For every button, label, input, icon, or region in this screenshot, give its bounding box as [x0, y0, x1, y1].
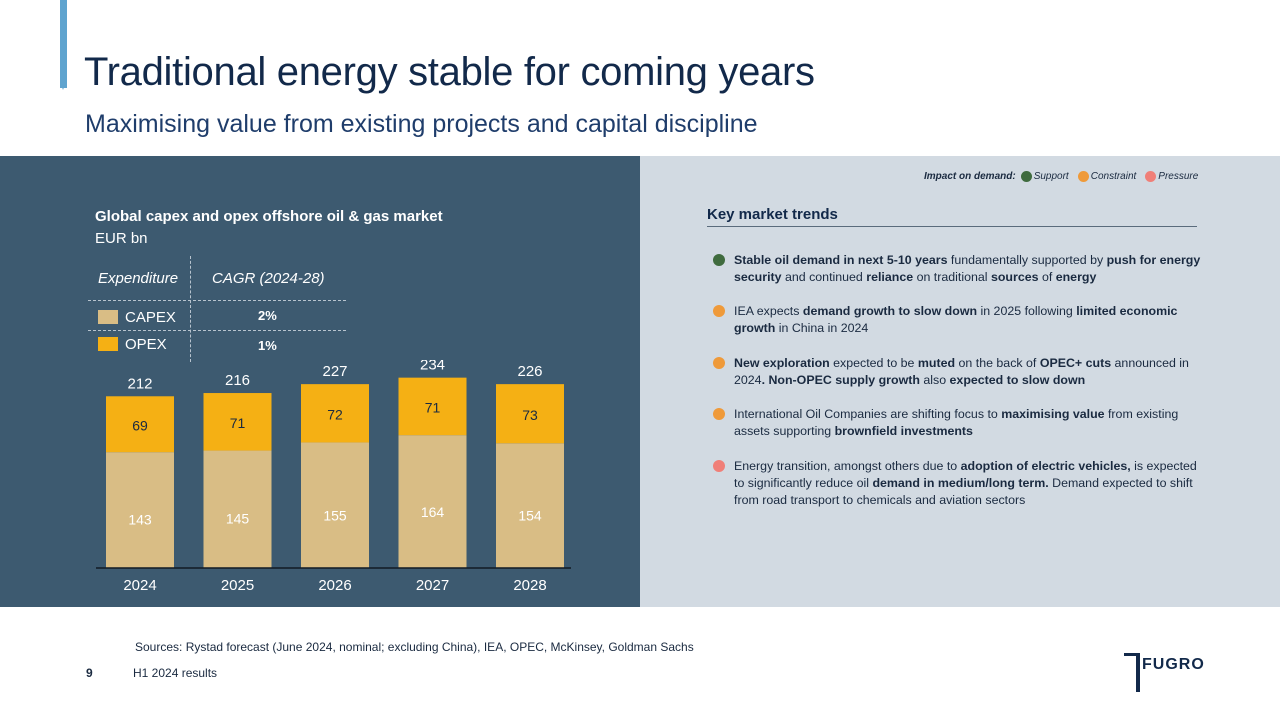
trend-text: IEA expects demand growth to slow down i… — [734, 304, 1178, 335]
data-label-capex: 143 — [128, 511, 152, 527]
bar-opex-2028 — [496, 384, 564, 444]
accent-bar — [60, 0, 67, 88]
impact-legend: Impact on demand: Support Constraint Pre… — [924, 171, 1206, 182]
page-title: Traditional energy stable for coming yea… — [84, 50, 815, 94]
constraint-dot-icon — [713, 357, 725, 369]
table-divider-vertical — [190, 256, 191, 362]
trend-item: International Oil Companies are shifting… — [713, 406, 1203, 440]
chart-title: Global capex and opex offshore oil & gas… — [95, 208, 443, 225]
footer-label: H1 2024 results — [133, 666, 218, 680]
table-header-expenditure: Expenditure — [98, 270, 179, 287]
trend-item: Stable oil demand in next 5-10 years fun… — [713, 252, 1203, 286]
total-label: 226 — [517, 363, 542, 380]
data-label-capex: 164 — [421, 504, 445, 520]
trends-title-underline — [707, 226, 1197, 227]
table-divider-header — [88, 300, 346, 301]
trend-text: New exploration expected to be muted on … — [734, 356, 1189, 387]
fugro-logo: FUGRO — [1124, 653, 1205, 692]
accent-bar-tip — [60, 82, 66, 90]
pressure-dot-icon — [713, 460, 725, 472]
legend-label-capex: CAPEX — [125, 309, 176, 326]
trend-item: Energy transition, amongst others due to… — [713, 458, 1203, 509]
constraint-dot-icon — [713, 408, 725, 420]
impact-legend-support: Support — [1033, 171, 1069, 182]
x-tick-label: 2027 — [416, 577, 449, 594]
table-header-cagr: CAGR (2024-28) — [212, 270, 325, 287]
data-label-opex: 73 — [522, 407, 538, 423]
trend-item: New exploration expected to be muted on … — [713, 355, 1203, 389]
trend-text: International Oil Companies are shifting… — [734, 407, 1179, 438]
legend-swatch-capex — [98, 310, 118, 324]
chart-unit: EUR bn — [95, 230, 148, 247]
total-label: 227 — [322, 363, 347, 380]
x-tick-label: 2026 — [318, 577, 351, 594]
cagr-opex: 1% — [258, 338, 277, 353]
trend-text: Stable oil demand in next 5-10 years fun… — [734, 253, 1201, 284]
x-tick-label: 2025 — [221, 577, 254, 594]
trends-panel — [640, 156, 1280, 607]
bar-opex-2025 — [203, 393, 272, 451]
legend-label-opex: OPEX — [125, 336, 167, 353]
data-label-capex: 155 — [323, 507, 347, 523]
bar-opex-2027 — [398, 377, 467, 436]
bar-capex-2028 — [496, 443, 564, 568]
trend-text: Energy transition, amongst others due to… — [734, 459, 1197, 507]
fugro-logo-text: FUGRO — [1142, 656, 1205, 673]
bar-opex-2024 — [106, 396, 174, 453]
trends-title: Key market trends — [707, 206, 838, 223]
sources-note: Sources: Rystad forecast (June 2024, nom… — [135, 640, 694, 654]
total-label: 234 — [420, 360, 445, 374]
bar-capex-2025 — [203, 450, 272, 568]
data-label-opex: 71 — [230, 415, 246, 431]
page-number: 9 — [86, 666, 93, 680]
bar-capex-2027 — [398, 435, 467, 568]
constraint-dot-icon — [713, 305, 725, 317]
cagr-capex: 2% — [258, 308, 277, 323]
data-label-capex: 145 — [226, 511, 250, 527]
data-label-opex: 71 — [425, 400, 441, 416]
x-tick-label: 2024 — [123, 577, 156, 594]
data-label-opex: 69 — [132, 417, 148, 433]
total-label: 212 — [127, 375, 152, 392]
pressure-dot-icon — [1145, 171, 1157, 182]
data-label-opex: 72 — [327, 406, 343, 422]
impact-legend-pressure: Pressure — [1158, 171, 1199, 182]
x-tick-label: 2028 — [513, 577, 546, 594]
constraint-dot-icon — [1077, 171, 1089, 182]
bar-capex-2026 — [301, 442, 369, 568]
impact-legend-label: Impact on demand: — [924, 171, 1016, 182]
trend-item: IEA expects demand growth to slow down i… — [713, 303, 1203, 337]
table-divider-row — [88, 330, 346, 331]
legend-swatch-opex — [98, 337, 118, 351]
data-label-capex: 154 — [518, 508, 542, 524]
stacked-bar-chart: 143 69 212 2024 145 71 216 2025 155 72 227 2026 164 7… — [96, 360, 571, 594]
total-label: 216 — [225, 372, 250, 389]
bar-capex-2024 — [106, 452, 174, 568]
bar-opex-2026 — [301, 384, 369, 443]
support-dot-icon — [1020, 171, 1032, 182]
impact-legend-constraint: Constraint — [1090, 171, 1137, 182]
support-dot-icon — [713, 254, 725, 266]
page-subtitle: Maximising value from existing projects … — [85, 110, 758, 138]
